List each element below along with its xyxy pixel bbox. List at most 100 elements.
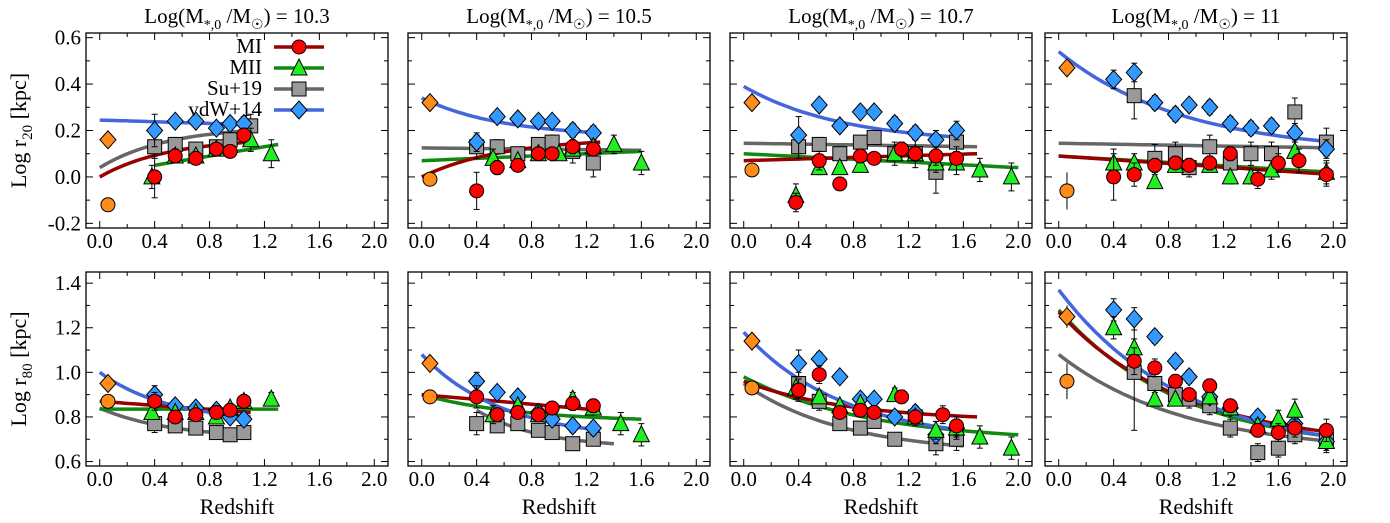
MII-point	[971, 426, 989, 445]
MI-point	[147, 169, 163, 185]
y-tick-label: 0.0	[55, 165, 81, 189]
Su+19-point	[222, 427, 238, 443]
MI-point	[949, 418, 964, 434]
MI-point	[585, 398, 601, 414]
panel-plot-area	[742, 331, 1021, 460]
MI-point	[530, 146, 546, 162]
MI-point	[530, 407, 546, 423]
y-axis-label-1: Log r80 [kpc]	[6, 311, 36, 426]
MI-point	[222, 143, 238, 159]
panel-plot-area	[98, 111, 281, 213]
MI-point	[1287, 420, 1303, 436]
x-tick-label: 1.2	[251, 467, 277, 491]
vdW+14-point	[886, 407, 904, 427]
MI-point	[949, 150, 964, 166]
Su+19-point	[585, 155, 601, 171]
x-tick-label: 2.0	[1005, 229, 1031, 253]
MII-point	[1146, 171, 1164, 190]
MI-point	[489, 160, 505, 176]
MI-point	[811, 153, 827, 169]
MI-point	[1147, 157, 1163, 173]
MI-point	[1222, 146, 1238, 162]
MII-point	[971, 159, 989, 178]
x-tick-label: 1.2	[1210, 229, 1236, 253]
MI-point	[832, 176, 848, 192]
vdW+14-point	[543, 111, 561, 131]
Su+19-point	[1222, 420, 1238, 436]
MI-point	[188, 150, 204, 166]
MI-point	[1181, 387, 1197, 403]
MI-point	[811, 367, 827, 383]
Su+19-point	[852, 134, 868, 150]
column-title-2: Log(M*,0 /M☉) = 10.7	[788, 4, 973, 33]
MI-point	[544, 146, 560, 162]
MI-point	[928, 148, 944, 164]
vdW+14-point	[1221, 113, 1239, 134]
vdW+14-point	[187, 111, 205, 131]
fit-line-vdW+14	[742, 331, 964, 433]
vdW+14-point	[467, 132, 486, 152]
MI-point	[791, 382, 807, 398]
x-tick-label: 1.2	[895, 467, 921, 491]
vdW+14-point	[488, 382, 506, 403]
Su+19-point	[1147, 375, 1163, 391]
MII-point	[611, 413, 630, 432]
vdW+14-point	[488, 106, 506, 127]
Su+19-point	[1126, 88, 1142, 104]
vdW+14-point	[564, 120, 582, 141]
MI-point	[1270, 155, 1286, 171]
panel-r0-c0: 0.0 0.4 0.8 1.2 1.6 2.0-0.20.00.20.40.6	[48, 26, 389, 253]
MI-point	[1270, 425, 1286, 441]
x-tick-label: 2.0	[1320, 467, 1346, 491]
MII-point	[1146, 388, 1164, 407]
x-tick-label: 1.2	[251, 229, 277, 253]
x-tick-label: 0.0	[731, 229, 757, 253]
x-tick-label: 0.4	[464, 229, 491, 253]
MII-point	[1166, 388, 1185, 407]
MII-point	[632, 152, 651, 171]
x-tick-label: 1.6	[628, 467, 654, 491]
panels: 0.0 0.4 0.8 1.2 1.6 2.0-0.20.00.20.40.60.0 0.4…	[48, 26, 1348, 491]
y-tick-label: 1.4	[55, 271, 82, 295]
x-axis-label-0: Redshift	[200, 494, 275, 519]
x-axis-label-2: Redshift	[844, 494, 919, 519]
x-tick-label: 1.2	[573, 467, 599, 491]
vdW+14-point	[1180, 367, 1198, 387]
x-tick-label: 0.8	[840, 467, 866, 491]
orange-circle-point	[422, 171, 438, 187]
panel-r0-c2: 0.0 0.4 0.8 1.2 1.6 2.0	[729, 32, 1033, 253]
Su+19-point	[1287, 104, 1303, 120]
x-tick-label: 1.6	[306, 467, 332, 491]
Su+19-point	[852, 420, 868, 436]
column-title-0: Log(M*,0 /M☉) = 10.3	[144, 4, 329, 33]
vdW+14-point	[831, 116, 849, 136]
y-tick-label: 0.8	[55, 405, 81, 429]
vdW+14-point	[543, 409, 561, 429]
orange-diamond-point	[743, 331, 761, 351]
MI-point	[907, 409, 923, 425]
orange-circle-point	[100, 393, 116, 409]
column-title-1: Log(M*,0 /M☉) = 10.5	[466, 4, 651, 33]
orange-circle-point	[100, 197, 116, 213]
vdW+14-point	[1201, 97, 1219, 118]
x-tick-label: 0.8	[1155, 467, 1181, 491]
vdW+14-point	[1242, 118, 1260, 138]
x-tick-label: 2.0	[683, 229, 709, 253]
panel-plot-area	[742, 84, 1021, 213]
vdW+14-point	[1125, 309, 1143, 329]
panel-r1-c0: 0.0 0.4 0.8 1.2 1.6 2.0 0.6 0.8 1.0 1.2 1.4	[55, 271, 389, 491]
MI-point	[236, 393, 252, 409]
MI-point	[1222, 398, 1238, 414]
MI-point	[1318, 422, 1334, 438]
orange-circle-point	[1059, 373, 1075, 389]
y-tick-label: 0.2	[55, 119, 81, 143]
Su+19-point	[1250, 445, 1266, 461]
Su+19-point	[887, 431, 903, 447]
x-tick-label: 0.0	[87, 467, 113, 491]
x-tick-label: 0.8	[196, 229, 222, 253]
Su+19-point	[1202, 139, 1218, 155]
MI-point	[565, 139, 581, 155]
vdW+14-point	[1262, 116, 1281, 136]
y-tick-label: 0.6	[55, 450, 81, 474]
